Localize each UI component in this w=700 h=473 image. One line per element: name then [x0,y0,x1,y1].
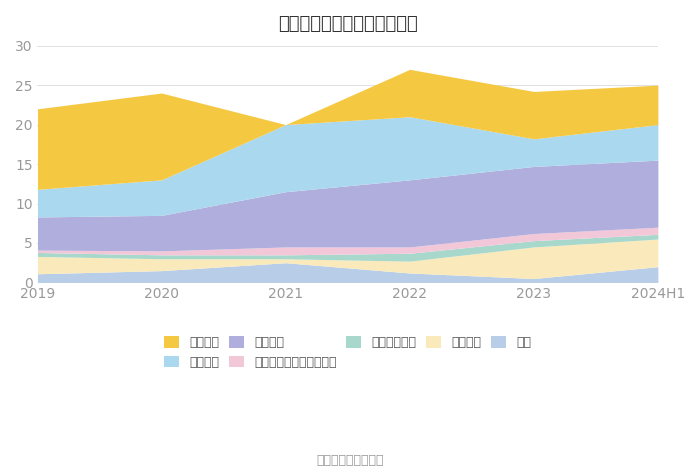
Legend: 短期借款, 应付票据, 应付账款, 一年内到期的非流动负债, 其他流动负债, 长期借款, 其它: 短期借款, 应付票据, 应付账款, 一年内到期的非流动负债, 其他流动负债, 长… [159,331,536,374]
Title: 历年主要负债堆积图（亿元）: 历年主要负债堆积图（亿元） [278,15,418,33]
Text: 数据来源：恒生聚源: 数据来源：恒生聚源 [316,454,384,466]
